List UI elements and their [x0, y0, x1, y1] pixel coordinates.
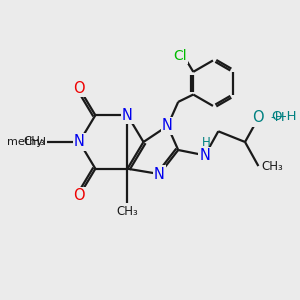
Text: CH₃: CH₃ [117, 205, 138, 218]
Text: O: O [74, 81, 85, 96]
Text: O: O [74, 188, 85, 203]
Text: N: N [154, 167, 165, 182]
Text: CH₃: CH₃ [23, 136, 45, 148]
Text: N: N [162, 118, 173, 134]
Text: O-H: O-H [272, 110, 297, 123]
Text: O: O [253, 110, 264, 125]
Text: N: N [122, 108, 133, 123]
Text: Cl: Cl [173, 49, 187, 63]
Text: methyl: methyl [7, 137, 46, 147]
Text: CH₃: CH₃ [261, 160, 283, 172]
Text: -H: -H [270, 111, 285, 124]
Text: H: H [202, 136, 211, 149]
Text: N: N [74, 134, 85, 149]
Text: N: N [200, 148, 210, 163]
